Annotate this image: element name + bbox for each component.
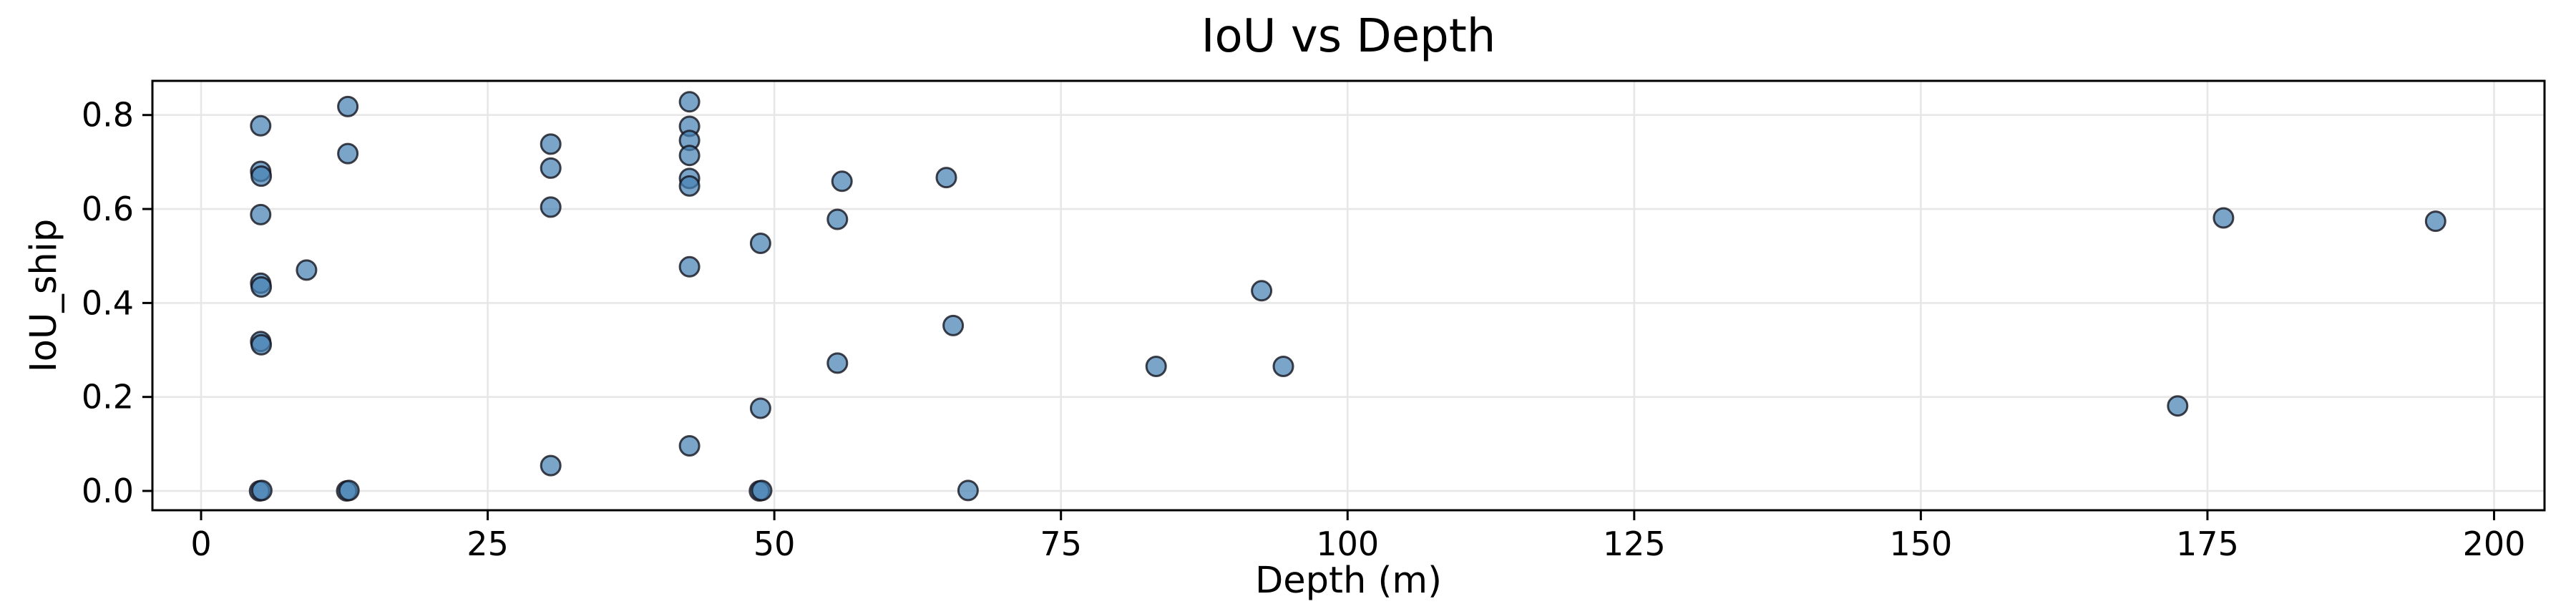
data-point: [1145, 356, 1167, 377]
x-tick-label: 200: [2463, 525, 2526, 563]
data-point: [751, 479, 773, 502]
axis-tick-labels: 0 25 50 75 100 125 150 175 200 0.0 0.2 0.4 0.6 0.8: [82, 96, 2526, 563]
data-point: [935, 167, 957, 189]
data-point: [957, 479, 979, 502]
data-point: [2167, 395, 2189, 417]
data-point: [2212, 207, 2235, 229]
data-point: [831, 170, 853, 193]
data-point: [826, 352, 849, 374]
chart-title: IoU vs Depth: [1201, 10, 1496, 63]
y-axis-label: IoU_ship: [23, 218, 65, 373]
data-points: [248, 91, 2446, 502]
data-point: [749, 397, 771, 419]
data-point: [942, 314, 965, 336]
data-point: [250, 479, 273, 502]
y-tick-label: 0.6: [82, 190, 134, 228]
x-tick-label: 75: [1040, 525, 1082, 563]
data-point: [338, 479, 360, 502]
y-tick-label: 0.4: [82, 283, 134, 322]
y-tick-label: 0.2: [82, 378, 134, 416]
y-tick-label: 0.0: [82, 472, 134, 510]
x-tick-label: 125: [1603, 525, 1666, 563]
axis-ticks: [142, 114, 2496, 520]
data-point: [826, 208, 849, 230]
x-tick-label: 100: [1316, 525, 1379, 563]
x-tick-label: 150: [1889, 525, 1952, 563]
data-point: [250, 333, 273, 356]
x-tick-label: 0: [190, 525, 211, 563]
data-point: [749, 233, 771, 254]
data-point: [296, 259, 318, 281]
data-point: [678, 91, 701, 113]
data-point: [1272, 356, 1294, 377]
y-tick-label: 0.8: [82, 96, 134, 135]
data-point: [540, 157, 562, 179]
data-point: [678, 255, 701, 278]
data-point: [2424, 210, 2446, 233]
data-point: [1251, 280, 1273, 302]
gridlines: [152, 81, 2545, 510]
x-tick-label: 25: [467, 525, 509, 563]
data-point: [678, 145, 701, 167]
data-point: [678, 175, 701, 197]
data-point: [678, 435, 701, 457]
data-point: [250, 203, 272, 225]
data-point: [540, 196, 562, 218]
x-tick-label: 50: [753, 525, 796, 563]
data-point: [337, 142, 359, 165]
x-tick-label: 175: [2176, 525, 2239, 563]
data-point: [250, 115, 272, 137]
data-point: [250, 276, 273, 298]
data-point: [250, 165, 273, 187]
data-point: [337, 95, 359, 117]
data-point: [540, 133, 562, 155]
x-axis-label: Depth (m): [1254, 560, 1443, 602]
data-point: [540, 454, 562, 477]
